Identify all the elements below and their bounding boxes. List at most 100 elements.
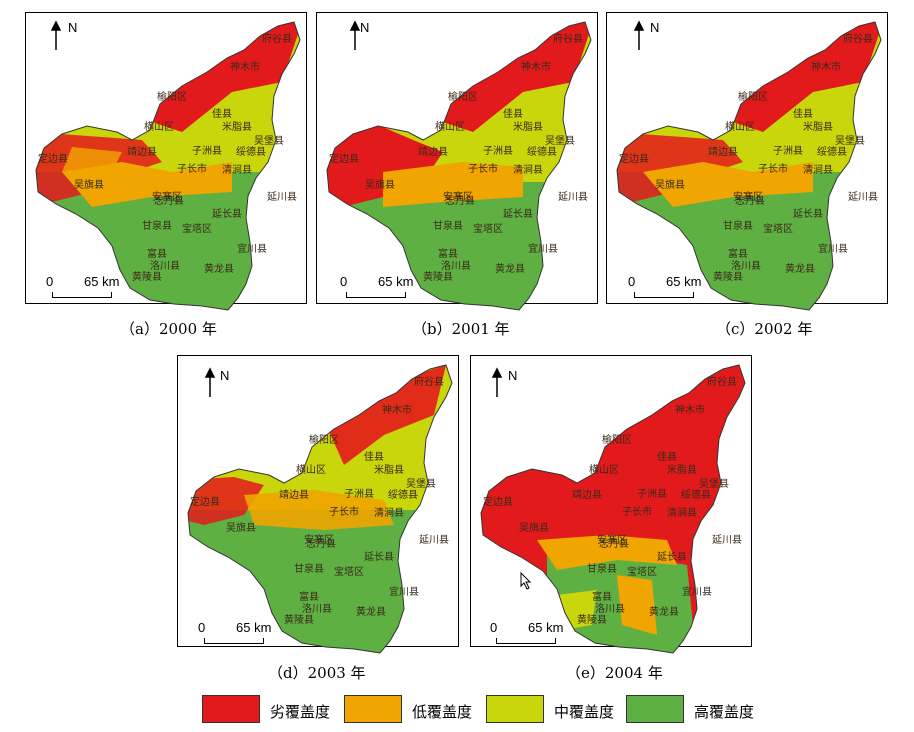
place-label: 延川县 bbox=[848, 191, 878, 203]
place-label: 洛川县 bbox=[150, 259, 180, 272]
place-label: 延长县 bbox=[793, 208, 823, 220]
place-label: 安塞区 bbox=[443, 190, 473, 203]
legend-swatch bbox=[486, 695, 544, 723]
place-label: 子洲县 bbox=[344, 488, 374, 500]
place-label: 米脂县 bbox=[374, 463, 404, 476]
caption-2004: （e）2004 年 bbox=[566, 664, 663, 682]
place-label: 宜川县 bbox=[237, 242, 267, 255]
place-label: 宝塔区 bbox=[334, 565, 364, 578]
place-label: 横山区 bbox=[144, 120, 174, 133]
place-label: 神木市 bbox=[382, 403, 412, 416]
place-label: 府谷县 bbox=[553, 32, 583, 45]
map-2002 bbox=[616, 21, 882, 311]
place-label: 绥德县 bbox=[681, 488, 711, 501]
place-label: 延长县 bbox=[657, 551, 687, 563]
place-label: 米脂县 bbox=[667, 463, 697, 476]
caption-2001: （b）2001 年 bbox=[412, 320, 510, 338]
place-label: 吴旗县 bbox=[74, 178, 104, 191]
place-label: 神木市 bbox=[521, 60, 551, 73]
north-label-b: N bbox=[360, 20, 370, 35]
place-label: 子长市 bbox=[177, 162, 207, 175]
place-label: 横山区 bbox=[435, 120, 465, 133]
place-label: 志丹县 bbox=[154, 194, 184, 207]
place-label: 志丹县 bbox=[445, 194, 475, 207]
place-label: 吴旗县 bbox=[519, 521, 549, 534]
place-label: 清涧县 bbox=[667, 506, 697, 519]
place-label: 黄陵县 bbox=[284, 613, 314, 626]
place-label: 富县 bbox=[592, 590, 612, 603]
place-label: 清涧县 bbox=[222, 163, 252, 176]
place-label: 吴堡县 bbox=[254, 134, 284, 147]
place-label: 富县 bbox=[438, 247, 458, 260]
place-label: 定边县 bbox=[483, 495, 513, 508]
place-label: 横山区 bbox=[589, 463, 619, 476]
place-label: 子长市 bbox=[622, 505, 652, 518]
place-label: 富县 bbox=[299, 590, 319, 603]
place-label: 志丹县 bbox=[599, 537, 629, 550]
place-label: 宝塔区 bbox=[473, 222, 503, 235]
place-label: 宝塔区 bbox=[627, 565, 657, 578]
place-label: 定边县 bbox=[619, 152, 649, 165]
place-label: 吴旗县 bbox=[365, 178, 395, 191]
place-label: 清涧县 bbox=[374, 506, 404, 519]
place-label: 米脂县 bbox=[222, 120, 252, 133]
place-label: 延长县 bbox=[364, 551, 394, 563]
place-label: 绥德县 bbox=[236, 145, 266, 158]
place-label: 甘泉县 bbox=[142, 219, 172, 232]
place-label: 府谷县 bbox=[262, 32, 292, 45]
caption-2000: （a）2000 年 bbox=[120, 320, 217, 338]
place-label: 佳县 bbox=[657, 450, 677, 463]
map-2003 bbox=[187, 364, 453, 654]
place-label: 富县 bbox=[147, 247, 167, 260]
place-label: 子洲县 bbox=[192, 145, 222, 157]
place-label: 子洲县 bbox=[483, 145, 513, 157]
place-label: 吴旗县 bbox=[655, 178, 685, 191]
place-label: 子长市 bbox=[758, 162, 788, 175]
place-label: 志丹县 bbox=[306, 537, 336, 550]
place-label: 延川县 bbox=[558, 191, 588, 203]
place-label: 佳县 bbox=[364, 450, 384, 463]
place-label: 子洲县 bbox=[773, 145, 803, 157]
map-2000 bbox=[35, 21, 301, 311]
place-label: 吴堡县 bbox=[699, 477, 729, 490]
place-label: 榆阳区 bbox=[448, 90, 478, 103]
place-label: 横山区 bbox=[296, 463, 326, 476]
place-label: 宜川县 bbox=[818, 242, 848, 255]
place-label: 洛川县 bbox=[595, 602, 625, 615]
place-label: 榆阳区 bbox=[738, 90, 768, 103]
place-label: 定边县 bbox=[329, 152, 359, 165]
place-label: 靖边县 bbox=[127, 145, 157, 158]
place-label: 安塞区 bbox=[304, 533, 334, 546]
place-label: 子长市 bbox=[468, 162, 498, 175]
place-label: 黄陵县 bbox=[132, 270, 162, 283]
place-label: 延川县 bbox=[267, 191, 297, 203]
place-label: 佳县 bbox=[212, 107, 232, 120]
north-label-d: N bbox=[220, 368, 230, 383]
place-label: 吴堡县 bbox=[545, 134, 575, 147]
caption-2003: （d）2003 年 bbox=[268, 664, 366, 682]
place-label: 绥德县 bbox=[388, 488, 418, 501]
place-label: 安塞区 bbox=[152, 190, 182, 203]
place-label: 吴旗县 bbox=[226, 521, 256, 534]
place-label: 靖边县 bbox=[418, 145, 448, 158]
place-label: 安塞区 bbox=[733, 190, 763, 203]
place-label: 富县 bbox=[728, 247, 748, 260]
caption-2002: （c）2002 年 bbox=[716, 320, 813, 338]
legend-swatch bbox=[202, 695, 260, 723]
place-label: 延川县 bbox=[419, 534, 449, 546]
place-label: 清涧县 bbox=[513, 163, 543, 176]
place-label: 黄龙县 bbox=[785, 262, 815, 275]
place-label: 宝塔区 bbox=[763, 222, 793, 235]
place-label: 黄陵县 bbox=[423, 270, 453, 283]
place-label: 甘泉县 bbox=[294, 562, 324, 575]
place-label: 榆阳区 bbox=[157, 90, 187, 103]
place-label: 黄陵县 bbox=[713, 270, 743, 283]
place-label: 黄陵县 bbox=[577, 613, 607, 626]
place-label: 宜川县 bbox=[528, 242, 558, 255]
place-label: 神木市 bbox=[811, 60, 841, 73]
place-label: 府谷县 bbox=[414, 375, 444, 388]
place-label: 延长县 bbox=[212, 208, 242, 220]
place-label: 子长市 bbox=[329, 505, 359, 518]
